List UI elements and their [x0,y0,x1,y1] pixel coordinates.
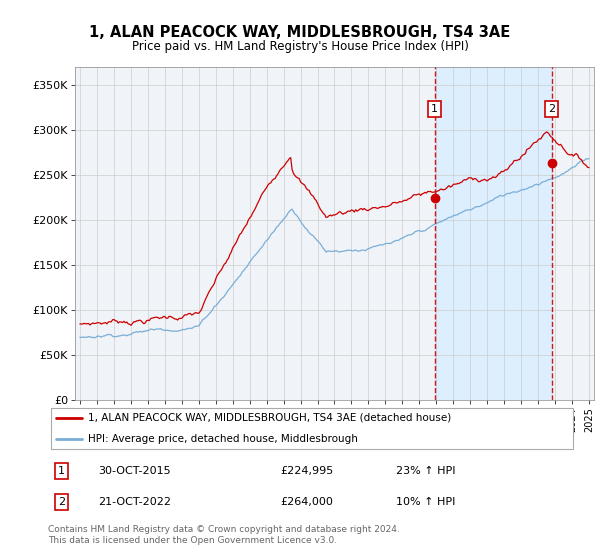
Text: 30-OCT-2015: 30-OCT-2015 [98,466,171,476]
Text: 23% ↑ HPI: 23% ↑ HPI [397,466,456,476]
Text: 21-OCT-2022: 21-OCT-2022 [98,497,171,507]
Text: HPI: Average price, detached house, Middlesbrough: HPI: Average price, detached house, Midd… [88,434,358,444]
Text: £264,000: £264,000 [280,497,333,507]
Text: 2: 2 [58,497,65,507]
Text: Price paid vs. HM Land Registry's House Price Index (HPI): Price paid vs. HM Land Registry's House … [131,40,469,53]
Text: 2: 2 [548,104,555,114]
Text: 10% ↑ HPI: 10% ↑ HPI [397,497,456,507]
Text: £224,995: £224,995 [280,466,334,476]
FancyBboxPatch shape [50,408,574,449]
Text: 1, ALAN PEACOCK WAY, MIDDLESBROUGH, TS4 3AE: 1, ALAN PEACOCK WAY, MIDDLESBROUGH, TS4 … [89,25,511,40]
Bar [434,67,551,400]
Text: 1, ALAN PEACOCK WAY, MIDDLESBROUGH, TS4 3AE (detached house): 1, ALAN PEACOCK WAY, MIDDLESBROUGH, TS4 … [88,413,451,423]
Text: Contains HM Land Registry data © Crown copyright and database right 2024.
This d: Contains HM Land Registry data © Crown c… [48,525,400,545]
Text: 1: 1 [431,104,438,114]
Text: 1: 1 [58,466,65,476]
